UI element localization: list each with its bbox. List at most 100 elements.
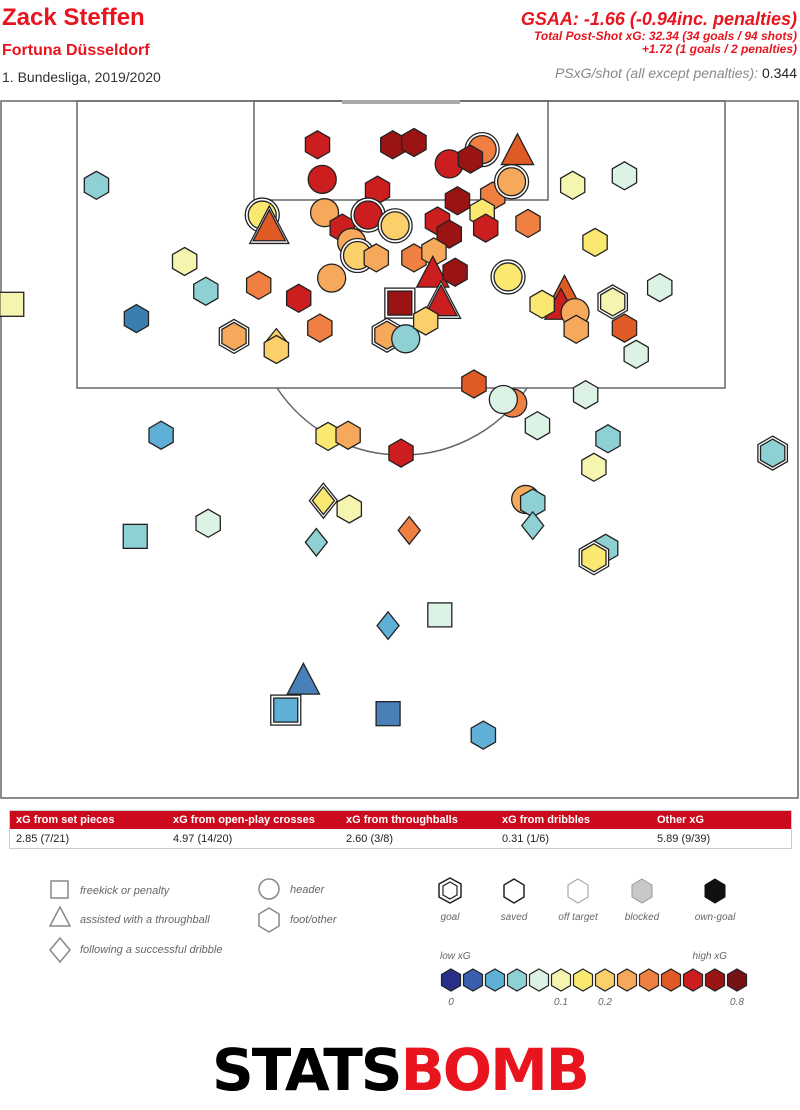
shot-marker (524, 410, 551, 441)
team-name: Fortuna Düsseldorf (2, 42, 150, 59)
shot-marker (377, 208, 413, 244)
logo-bomb: BOMB (400, 1036, 590, 1104)
shot-marker (83, 170, 110, 201)
col-set-pieces: xG from set pieces (16, 814, 115, 826)
legend-diamond-label: following a successful dribble (80, 944, 222, 956)
goal-outcome-inner-icon (442, 881, 458, 900)
shot-marker (595, 424, 621, 454)
shot-marker (148, 420, 174, 450)
saved-outcome-icon (503, 878, 525, 904)
psxg-per-shot-value: 0.344 (761, 65, 797, 81)
val-other: 5.89 (9/39) (657, 832, 711, 845)
shot-marker (457, 144, 484, 174)
shot-marker (270, 694, 302, 726)
hexagon-icon (258, 907, 280, 933)
shot-marker (559, 170, 586, 201)
shot-marker (263, 334, 290, 365)
table-header: xG from set pieces xG from open-play cro… (10, 811, 791, 829)
competition-label: 1. Bundesliga, 2019/2020 (2, 69, 161, 85)
shot-marker (582, 227, 608, 258)
shot-map (0, 100, 799, 799)
blocked-outcome-icon (631, 878, 653, 904)
shot-marker (304, 130, 331, 160)
shot-marker (286, 661, 321, 695)
shot-marker (388, 438, 414, 468)
shot-marker (623, 339, 649, 370)
shot-marker (316, 263, 347, 293)
shot-marker (248, 204, 290, 245)
legend-hexagon-label: foot/other (290, 914, 338, 926)
shot-marker (123, 303, 150, 334)
shot-marker (493, 164, 530, 200)
logo-stats: STATS (212, 1036, 403, 1104)
shot-marker (195, 508, 221, 539)
scale-swatch (572, 968, 594, 992)
shot-marker (336, 494, 363, 524)
shot-marker (401, 127, 427, 158)
shot-marker (515, 208, 541, 239)
scale-swatch (616, 968, 638, 992)
shot-marker (420, 279, 462, 320)
shot-marker (436, 219, 463, 249)
scale-tick-label: 0.8 (730, 997, 744, 1008)
shot-marker (611, 313, 638, 343)
scale-high-label: high xG (693, 951, 728, 962)
shot-marker (245, 270, 272, 301)
shot-marker (335, 420, 361, 450)
scale-swatch (638, 968, 660, 992)
header-left: Zack Steffen Fortuna Düsseldorf 1. Bunde… (2, 4, 161, 85)
val-dribbles: 0.31 (1/6) (502, 832, 550, 845)
shot-marker (376, 610, 400, 641)
shot-marker (375, 701, 401, 727)
statsbomb-logo: STATSBOMB (212, 1040, 590, 1100)
legend-saved-label: saved (501, 912, 528, 923)
player-name: Zack Steffen (2, 4, 145, 31)
shot-marker (572, 379, 599, 410)
legend-triangle-label: assisted with a throughball (80, 914, 210, 926)
shot-marker (563, 314, 590, 345)
val-crosses: 4.97 (14/20) (173, 832, 233, 845)
shot-marker (442, 257, 468, 287)
shot-marker (757, 435, 789, 471)
scale-swatch (594, 968, 616, 992)
shot-marker (171, 246, 198, 277)
scale-low-label: low xG (440, 951, 471, 962)
psxg-per-shot-label: PSxG/shot (all except penalties): (554, 65, 759, 81)
shot-marker (472, 213, 499, 243)
shot-marker (415, 254, 450, 288)
own-goal-outcome-icon (704, 878, 726, 904)
shot-marker (307, 313, 333, 343)
shot-marker (308, 482, 339, 520)
shot-marker (500, 132, 535, 166)
xg-color-scale: 0 0.1 0.2 0.8 (440, 968, 748, 1008)
square-icon (50, 880, 69, 899)
shot-marker (363, 243, 390, 273)
scale-swatch (660, 968, 682, 992)
shot-marker (218, 318, 250, 355)
shot-marker (444, 186, 471, 216)
xg-breakdown-table: xG from set pieces xG from open-play cro… (9, 810, 792, 849)
table-row: 2.85 (7/21) 4.97 (14/20) 2.60 (3/8) 0.31… (10, 829, 791, 848)
shot-marker (470, 720, 497, 750)
shots-layer (0, 127, 789, 750)
shot-marker (350, 197, 386, 233)
gsaa-stat: GSAA: -1.66 (-0.94inc. penalties) (520, 9, 797, 29)
circle-icon (258, 878, 280, 900)
legend-circle-label: header (290, 884, 326, 896)
val-throughballs: 2.60 (3/8) (346, 832, 394, 845)
shot-marker (461, 369, 487, 399)
shot-marker (529, 289, 555, 320)
scale-swatch (682, 968, 704, 992)
psxg-per-shot: PSxG/shot (all except penalties): 0.344 (521, 65, 797, 81)
shot-marker (611, 161, 638, 191)
psxg-penalties: +1.72 (1 goals / 2 penalties) (641, 42, 797, 56)
legend-blocked-label: blocked (625, 912, 660, 923)
legend-own-goal-label: own-goal (695, 912, 736, 923)
legend-goal-label: goal (441, 912, 461, 923)
shot-marker (384, 287, 416, 319)
scale-tick-label: 0.2 (598, 997, 612, 1008)
scale-swatch (726, 968, 748, 992)
shot-marker (193, 276, 219, 306)
scale-swatch (704, 968, 726, 992)
scale-swatch (506, 968, 528, 992)
